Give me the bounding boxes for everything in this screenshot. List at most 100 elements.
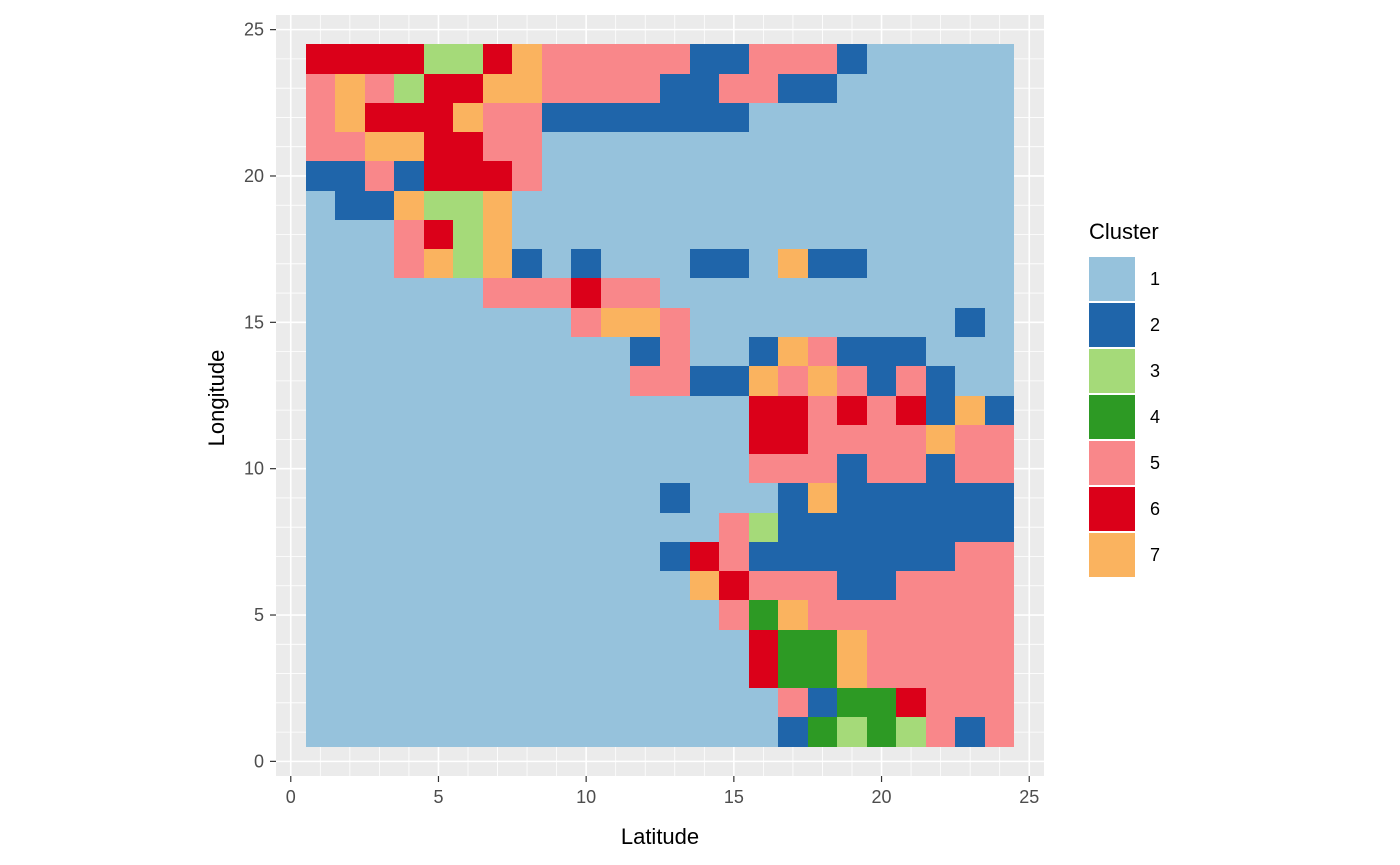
heatmap-tile (630, 278, 660, 308)
heatmap-tile (926, 659, 955, 688)
heatmap-tile (365, 688, 394, 717)
heatmap-tile (778, 630, 808, 659)
heatmap-tile (837, 74, 867, 103)
heatmap-tile (453, 161, 483, 191)
heatmap-tile (778, 132, 808, 161)
heatmap-tile (571, 483, 601, 513)
heatmap-tile (660, 600, 690, 630)
heatmap-tile (660, 717, 690, 747)
heatmap-tile (896, 337, 926, 366)
heatmap-tile (571, 220, 601, 249)
heatmap-tile (690, 630, 719, 659)
heatmap-tile (335, 483, 365, 513)
heatmap-tile (660, 74, 690, 103)
heatmap-tile (837, 44, 867, 74)
heatmap-tile (542, 220, 571, 249)
heatmap-tile (424, 337, 453, 366)
heatmap-tile (808, 74, 837, 103)
heatmap-tile (483, 44, 512, 74)
heatmap-tile (394, 396, 424, 425)
heatmap-tile (985, 161, 1014, 191)
heatmap-tile (601, 454, 630, 483)
heatmap-tile (926, 396, 955, 425)
heatmap-tile (749, 542, 778, 571)
heatmap-tile (719, 425, 749, 454)
heatmap-tile (335, 161, 365, 191)
heatmap-tile (483, 425, 512, 454)
heatmap-tile (955, 659, 985, 688)
heatmap-tile (394, 425, 424, 454)
heatmap-tile (512, 161, 542, 191)
legend-label-7: 7 (1150, 545, 1160, 565)
heatmap-tile (719, 337, 749, 366)
heatmap-tile (867, 717, 896, 747)
heatmap-tile (808, 161, 837, 191)
heatmap-tile (749, 659, 778, 688)
heatmap-tile (896, 74, 926, 103)
heatmap-tile (630, 630, 660, 659)
heatmap-tile (542, 396, 571, 425)
heatmap-tile (453, 220, 483, 249)
heatmap-tile (690, 44, 719, 74)
heatmap-tile (867, 454, 896, 483)
heatmap-tile (719, 278, 749, 308)
legend-key-5 (1089, 441, 1135, 485)
heatmap-tile (808, 278, 837, 308)
heatmap-tile (365, 513, 394, 542)
heatmap-tile (306, 542, 335, 571)
heatmap-tile (601, 717, 630, 747)
heatmap-tile (690, 600, 719, 630)
heatmap-tile (394, 600, 424, 630)
heatmap-tile (483, 688, 512, 717)
heatmap-tile (542, 191, 571, 220)
heatmap-tile (601, 425, 630, 454)
heatmap-tile (778, 337, 808, 366)
heatmap-tile (394, 483, 424, 513)
heatmap-tile (453, 337, 483, 366)
heatmap-tile (394, 659, 424, 688)
heatmap-tile (306, 366, 335, 396)
heatmap-tile (394, 161, 424, 191)
heatmap-tile (335, 278, 365, 308)
heatmap-tile (335, 132, 365, 161)
heatmap-tile (365, 542, 394, 571)
heatmap-tile (719, 513, 749, 542)
heatmap-tile (926, 161, 955, 191)
heatmap-tile (778, 717, 808, 747)
heatmap-tile (601, 630, 630, 659)
heatmap-tile (483, 278, 512, 308)
heatmap-tile (335, 688, 365, 717)
heatmap-tile (601, 249, 630, 278)
heatmap-tile (837, 688, 867, 717)
heatmap-tile (660, 513, 690, 542)
heatmap-tile (394, 542, 424, 571)
heatmap-tile (512, 278, 542, 308)
heatmap-tile (808, 454, 837, 483)
heatmap-tile (512, 308, 542, 337)
heatmap-tile (601, 688, 630, 717)
heatmap-tile (394, 132, 424, 161)
heatmap-tile (808, 425, 837, 454)
heatmap-tile (424, 161, 453, 191)
heatmap-tile (424, 600, 453, 630)
heatmap-tile (601, 220, 630, 249)
heatmap-tile (424, 249, 453, 278)
heatmap-tile (453, 659, 483, 688)
heatmap-tile (453, 308, 483, 337)
heatmap-tile (690, 396, 719, 425)
heatmap-tile (453, 249, 483, 278)
heatmap-tile (867, 278, 896, 308)
heatmap-tile (660, 630, 690, 659)
heatmap-tile (542, 44, 571, 74)
heatmap-tile (808, 366, 837, 396)
heatmap-tile (749, 337, 778, 366)
heatmap-tile (867, 600, 896, 630)
x-tick-label: 25 (1019, 787, 1039, 807)
heatmap-tile (601, 44, 630, 74)
heatmap-tile (512, 717, 542, 747)
heatmap-tile (630, 191, 660, 220)
heatmap-tile (335, 220, 365, 249)
heatmap-tile (808, 103, 837, 132)
heatmap-tile (542, 278, 571, 308)
heatmap-tile (542, 483, 571, 513)
